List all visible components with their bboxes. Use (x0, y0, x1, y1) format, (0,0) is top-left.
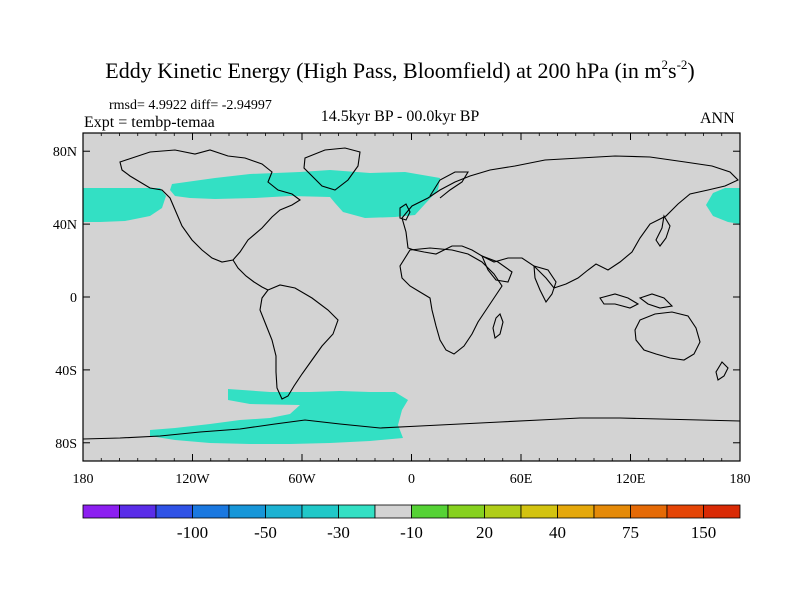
anomaly-region-north (83, 170, 740, 224)
lon-tick-label: 120W (175, 472, 210, 487)
colorbar-labels: -100 -50 -30 -10 20 40 75 150 (177, 523, 716, 542)
lon-tick-label: 180 (73, 472, 94, 487)
colorbar-swatch (119, 504, 157, 519)
colorbar-swatch (265, 504, 303, 519)
colorbar-swatch (411, 504, 449, 519)
lat-tick-label: 0 (70, 291, 77, 306)
lon-tick-label: 0 (408, 472, 415, 487)
stats-line: rmsd= 4.9922 diff= -2.94997 (109, 98, 272, 113)
colorbar-swatch (484, 504, 522, 519)
coastlines (83, 147, 740, 440)
lon-tick-label: 180 (730, 472, 751, 487)
colorbar-swatch (192, 504, 230, 519)
colorbar-swatch (374, 504, 412, 519)
colorbar-swatch (666, 504, 704, 519)
colorbar-label: -100 (177, 523, 208, 542)
colorbar-swatch (228, 504, 266, 519)
colorbar-swatch (301, 504, 339, 519)
colorbar-label: 75 (622, 523, 639, 542)
latitude-ticks: 80N 40N 0 40S 80S (53, 145, 740, 452)
colorbar-label: 20 (476, 523, 493, 542)
lon-tick-label: 60E (510, 472, 533, 487)
lon-tick-label: 60W (288, 472, 316, 487)
colorbar-label: 150 (691, 523, 717, 542)
colorbar-label: 40 (549, 523, 566, 542)
experiment-label: Expt = tembp-temaa (84, 114, 215, 131)
colorbar-swatch (630, 504, 668, 519)
colorbar-label: -50 (254, 523, 277, 542)
colorbar-label: -10 (400, 523, 423, 542)
colorbar-swatch (593, 504, 631, 519)
lat-tick-label: 40N (53, 218, 77, 233)
colorbar-swatch (520, 504, 558, 519)
colorbar-swatch (447, 504, 485, 519)
colorbar (82, 504, 741, 519)
period-label: 14.5kyr BP - 00.0kyr BP (320, 108, 480, 125)
colorbar-swatch (338, 504, 376, 519)
colorbar-swatch (82, 504, 120, 519)
colorbar-swatch (155, 504, 193, 519)
lon-tick-label: 120E (616, 472, 646, 487)
lat-tick-label: 40S (55, 364, 77, 379)
anomaly-region-south (150, 389, 408, 444)
lat-tick-label: 80N (53, 145, 77, 160)
lat-tick-label: 80S (55, 437, 77, 452)
colorbar-label: -30 (327, 523, 350, 542)
season-label: ANN (700, 110, 735, 127)
plot-title: Eddy Kinetic Energy (High Pass, Bloomfie… (105, 57, 695, 83)
colorbar-swatch (703, 504, 741, 519)
colorbar-swatch (557, 504, 595, 519)
longitude-ticks: 180 120W 60W 0 60E 120E 180 (73, 133, 751, 487)
